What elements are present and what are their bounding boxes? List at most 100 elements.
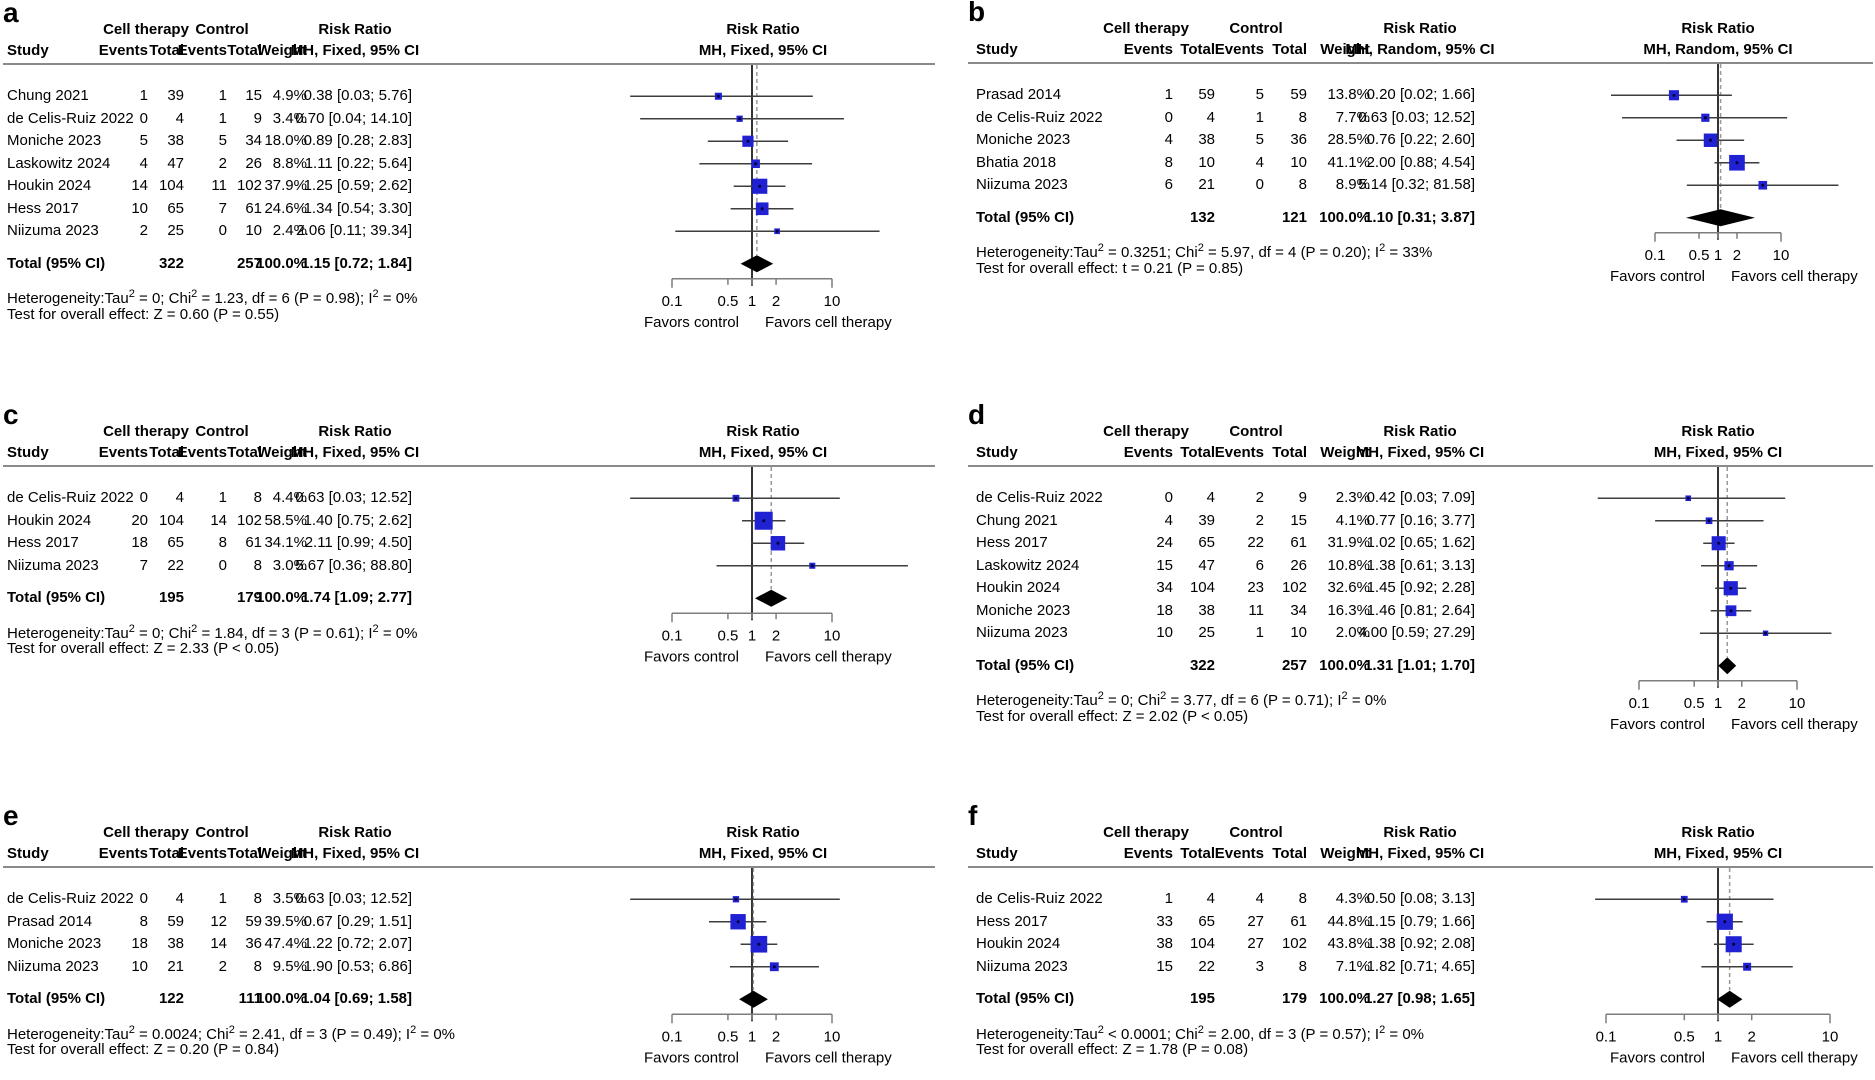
panel-a: a Cell therapy Control Risk Ratio Risk Ratio… <box>3 0 935 337</box>
effect-square <box>1716 913 1733 930</box>
study-name: Chung 2021 <box>7 87 89 104</box>
weight-cell: 31.9% <box>1327 534 1370 551</box>
col-header-weight: Weight <box>1320 845 1370 862</box>
effect-point <box>1745 965 1749 969</box>
study-name: Prasad 2014 <box>7 912 93 930</box>
total-label: Total (95% CI) <box>7 589 106 606</box>
total-cell-therapy: 4 <box>175 489 184 506</box>
weight-cell: 7.1% <box>1335 957 1370 975</box>
total-control: 8 <box>253 890 262 907</box>
heterogeneity-line: Heterogeneity:Tau2 = 0.3251; Chi2 = 5.97… <box>976 238 1432 263</box>
tick-label: 0.5 <box>717 627 738 644</box>
effect-square <box>730 914 746 930</box>
risk-ratio-ci-cell: 5.14 [0.32; 81.58] <box>1358 176 1475 193</box>
effect-point <box>1761 183 1765 187</box>
heterogeneity-text: Heterogeneity:Tau <box>976 1025 1098 1043</box>
superscript: 2 <box>128 288 135 300</box>
study-name: Niizuma 2023 <box>976 624 1068 641</box>
weight-cell: 8.9% <box>1335 176 1370 193</box>
total-cell-therapy: 104 <box>1189 935 1215 952</box>
events-cell-therapy: 10 <box>1156 624 1173 641</box>
effect-square <box>1724 561 1734 571</box>
panel-letter: f <box>968 800 978 831</box>
risk-ratio-ci-cell: 0.67 [0.29; 1.51] <box>303 912 412 930</box>
events-cell-therapy: 18 <box>1156 601 1173 619</box>
study-name: Laskowitz 2024 <box>976 556 1080 574</box>
heterogeneity-text: = 2.41, df = 3 (P = 0.49); I <box>234 1025 411 1043</box>
events-control: 1 <box>1255 108 1264 126</box>
total-control: 10 <box>1290 624 1307 641</box>
tick-label: 10 <box>824 1028 841 1045</box>
effect-point <box>1686 496 1690 500</box>
risk-ratio-ci-cell: 1.45 [0.92; 2.28] <box>1366 579 1475 596</box>
panel-letter: a <box>3 0 19 28</box>
total-control: 102 <box>1281 935 1307 952</box>
total-control: 8 <box>253 957 262 975</box>
weight-cell: 7.7% <box>1335 108 1370 126</box>
total-cell-therapy: 4 <box>1206 108 1215 126</box>
events-cell-therapy: 18 <box>131 534 148 551</box>
col-header-model: MH, Fixed, 95% CI <box>1355 444 1485 461</box>
heterogeneity-line: Heterogeneity:Tau2 = 0; Chi2 = 3.77, df … <box>976 686 1386 711</box>
events-control: 0 <box>218 222 227 239</box>
weight-cell: 18.0% <box>264 132 307 149</box>
total-risk-ratio-ci: 1.10 [0.31; 3.87] <box>1364 208 1475 226</box>
header-rule <box>968 62 1873 64</box>
col-header-events-treatment: Events <box>1123 444 1173 461</box>
col-header-total-treatment: Total <box>149 845 184 862</box>
effect-point <box>760 207 764 211</box>
total-cell-therapy: 10 <box>1198 153 1215 171</box>
events-control: 2 <box>218 957 227 975</box>
col-header-events-treatment: Events <box>98 444 148 461</box>
tick-label: 0.1 <box>662 293 683 310</box>
heterogeneity-text: = 2.00, df = 3 (P = 0.57); I <box>1203 1025 1380 1043</box>
effect-square <box>751 159 760 169</box>
effect-square <box>1743 962 1752 971</box>
col-header-study: Study <box>976 444 1018 461</box>
plot-header-model: MH, Fixed, 95% CI <box>698 845 828 862</box>
overall-test-line: Test for overall effect: Z = 1.78 (P = 0… <box>976 1041 1249 1058</box>
col-header-total-treatment: Total <box>1180 845 1215 862</box>
effect-point <box>734 496 738 500</box>
total-cell-therapy: 65 <box>1198 912 1215 930</box>
tick-label: 0.5 <box>1684 695 1705 712</box>
col-header-events-control: Events <box>1214 845 1264 862</box>
events-control: 2 <box>1255 489 1264 506</box>
events-cell-therapy: 0 <box>139 890 148 907</box>
header-rule <box>3 866 935 868</box>
col-header-total-control: Total <box>227 42 262 59</box>
col-group-risk-ratio: Risk Ratio <box>318 423 392 440</box>
total-control: 102 <box>236 511 262 529</box>
col-header-model: MH, Fixed, 95% CI <box>290 42 420 59</box>
col-group-control: Control <box>1229 824 1283 841</box>
heterogeneity-text: = 0; Chi <box>1103 692 1161 709</box>
total-control: 26 <box>245 154 262 172</box>
total-control: 102 <box>1281 579 1307 596</box>
superscript: 2 <box>1097 1023 1104 1036</box>
total-cell-therapy: 47 <box>1198 556 1215 574</box>
favors-right-label: Favors cell therapy <box>765 314 892 331</box>
risk-ratio-ci-cell: 5.67 [0.36; 88.80] <box>295 556 412 574</box>
col-header-weight: Weight <box>1320 444 1370 461</box>
study-name: Moniche 2023 <box>976 601 1071 619</box>
events-cell-therapy: 5 <box>139 132 148 149</box>
col-header-events-treatment: Events <box>1123 41 1173 58</box>
events-cell-therapy: 4 <box>139 154 148 172</box>
effect-point <box>1729 609 1733 613</box>
effect-square <box>1680 895 1688 903</box>
events-cell-therapy: 10 <box>131 199 148 217</box>
plot-header-risk-ratio: Risk Ratio <box>726 423 800 440</box>
events-control: 4 <box>1255 153 1264 171</box>
heterogeneity-text: = 0% <box>1347 692 1387 709</box>
tick-label: 1 <box>1714 695 1722 712</box>
events-control: 5 <box>218 132 227 149</box>
total-control: 61 <box>245 199 262 217</box>
superscript: 2 <box>372 288 379 300</box>
effect-square <box>1703 133 1718 147</box>
total-control: 15 <box>1290 511 1307 529</box>
study-name: de Celis-Ruiz 2022 <box>976 108 1103 126</box>
effect-square <box>1758 180 1768 190</box>
weight-cell: 2.3% <box>1335 489 1370 506</box>
col-group-risk-ratio: Risk Ratio <box>318 21 392 38</box>
events-control: 22 <box>1247 534 1264 551</box>
